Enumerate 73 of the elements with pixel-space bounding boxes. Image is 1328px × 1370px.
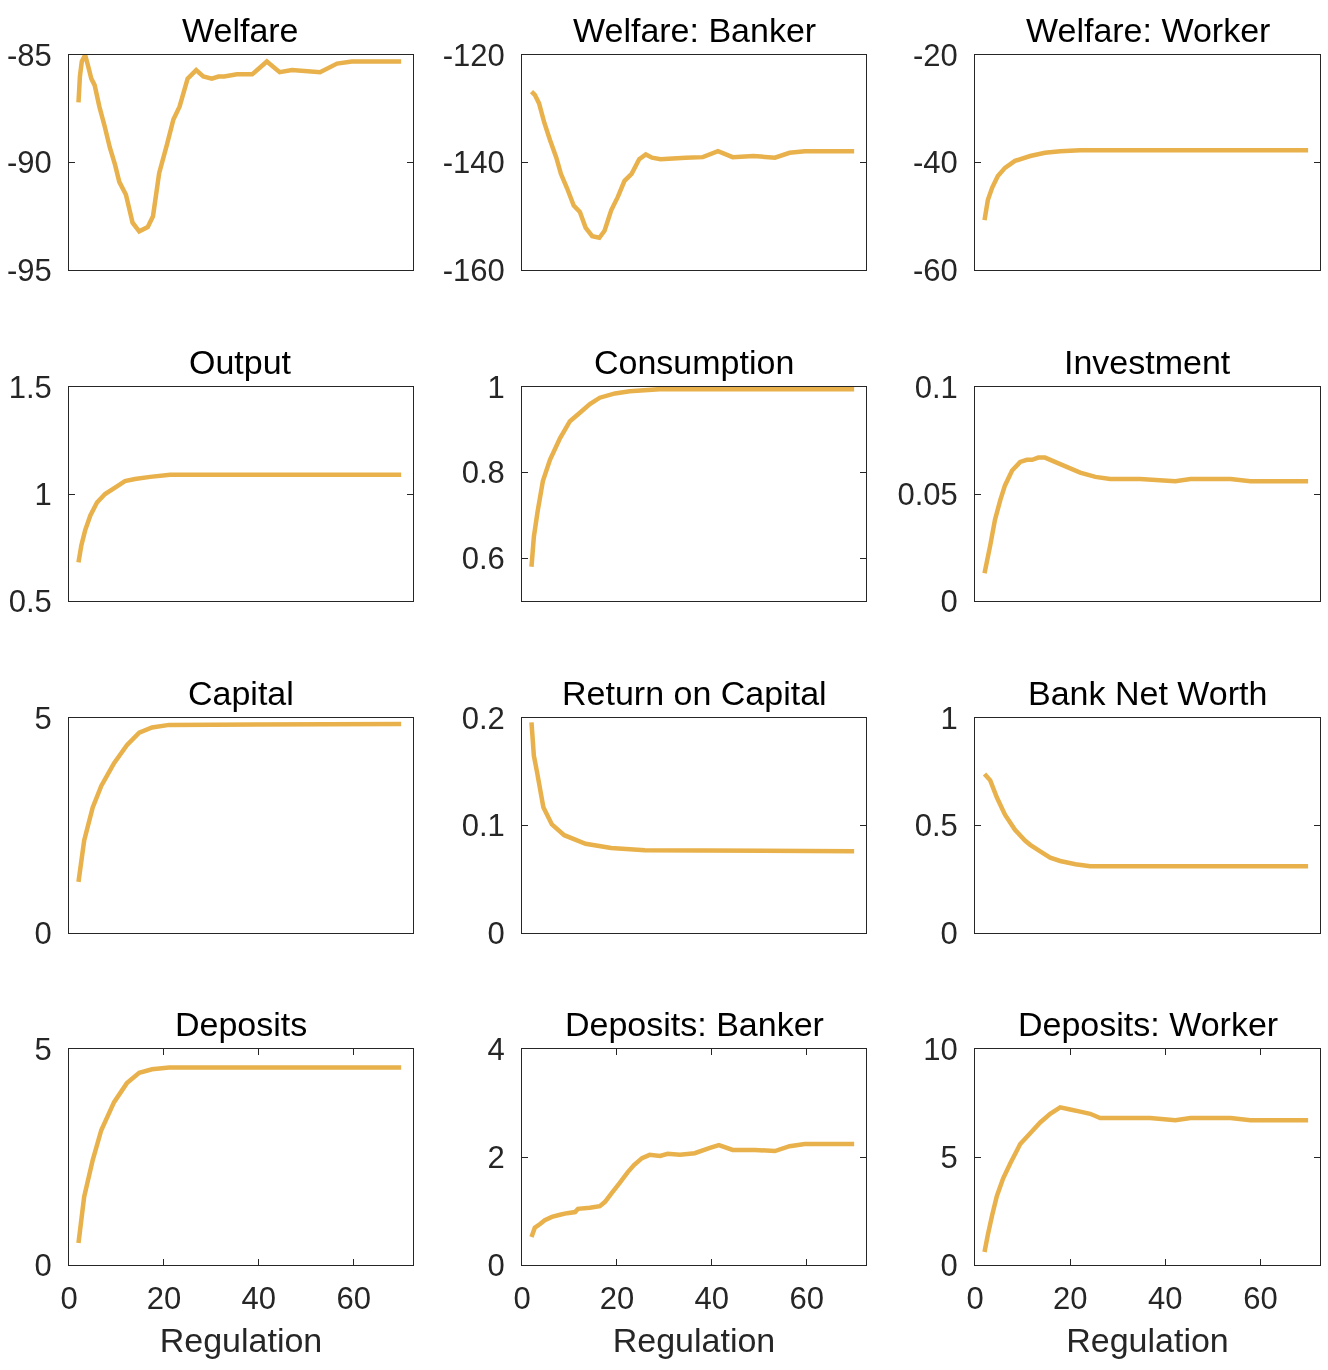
y-tick-label: 0 [34, 1247, 52, 1283]
chart-title: Welfare [182, 11, 299, 49]
y-tick-label: 10 [923, 1031, 958, 1067]
y-tick-label: 0.5 [8, 583, 52, 619]
y-tick-label: 1 [940, 700, 958, 736]
x-tick-label: 0 [60, 1281, 78, 1317]
y-tick-label: 2 [487, 1139, 505, 1175]
y-tick-label: 1.5 [8, 369, 52, 405]
y-tick-label: 0 [487, 1247, 505, 1283]
x-tick-label: 0 [966, 1281, 984, 1317]
line-series [982, 455, 1311, 576]
y-tick-label: 4 [487, 1031, 505, 1067]
x-tick-label: 20 [599, 1281, 635, 1317]
chart-title: Return on Capital [562, 674, 827, 712]
line-series [982, 771, 1311, 869]
chart-title: Bank Net Worth [1028, 674, 1268, 712]
x-tick-label: 40 [1148, 1281, 1183, 1317]
line-series [529, 89, 857, 240]
y-tick-label: -160 [442, 252, 505, 288]
y-tick-label: 0.1 [914, 369, 958, 405]
chart-title: Deposits [175, 1005, 308, 1043]
y-tick-label: 1 [487, 369, 505, 405]
line-series [529, 720, 857, 854]
y-tick-label: 0 [940, 915, 958, 951]
line-series [76, 55, 404, 234]
line-series [982, 147, 1311, 223]
y-tick-label: 5 [34, 1031, 52, 1067]
y-tick-label: 5 [34, 700, 52, 736]
y-tick-label: 0 [487, 915, 505, 951]
x-axis-title: Regulation [1066, 1320, 1229, 1359]
y-tick-label: -90 [6, 145, 52, 181]
y-tick-label: -20 [912, 37, 958, 73]
x-tick-label: 20 [1052, 1281, 1088, 1317]
y-tick-label: 0.8 [461, 455, 505, 491]
x-tick-label: 40 [241, 1281, 277, 1317]
y-tick-label: 0.05 [897, 476, 958, 512]
chart-title: Investment [1064, 343, 1231, 381]
x-tick-label: 20 [146, 1281, 182, 1317]
y-tick-label: 5 [940, 1139, 958, 1175]
line-series [529, 387, 857, 570]
y-tick-label: -85 [6, 37, 52, 73]
chart-title: Output [189, 343, 292, 381]
y-tick-label: 0 [940, 583, 958, 619]
x-tick-label: 60 [1243, 1281, 1278, 1317]
x-tick-label: 60 [789, 1281, 824, 1317]
line-series [76, 472, 404, 565]
y-tick-label: 0.2 [461, 700, 505, 736]
line-series [76, 1065, 404, 1246]
y-tick-label: -40 [912, 145, 958, 181]
y-tick-label: 1 [34, 476, 52, 512]
y-tick-label: 0 [34, 915, 52, 951]
x-tick-label: 40 [694, 1281, 730, 1317]
y-tick-label: 0.5 [914, 808, 958, 844]
line-series [982, 1105, 1311, 1255]
y-tick-label: 0 [940, 1247, 958, 1283]
y-tick-label: 0.6 [461, 541, 505, 577]
chart-title: Consumption [594, 343, 795, 381]
y-tick-label: -120 [442, 37, 505, 73]
x-axis-title: Regulation [159, 1320, 323, 1359]
chart-title: Capital [188, 674, 294, 712]
y-tick-label: 0.1 [461, 808, 505, 844]
y-tick-label: -95 [6, 252, 52, 288]
x-axis-title: Regulation [612, 1320, 776, 1359]
line-series [529, 1141, 857, 1240]
chart-title: Welfare: Worker [1026, 11, 1271, 49]
chart-title: Deposits: Worker [1018, 1005, 1279, 1043]
y-tick-label: -140 [442, 145, 505, 181]
line-series [76, 721, 404, 885]
x-tick-label: 60 [336, 1281, 371, 1317]
chart-title: Welfare: Banker [573, 11, 817, 49]
x-tick-label: 0 [513, 1281, 531, 1317]
chart-title: Deposits: Banker [565, 1005, 824, 1043]
y-tick-label: -60 [912, 252, 958, 288]
